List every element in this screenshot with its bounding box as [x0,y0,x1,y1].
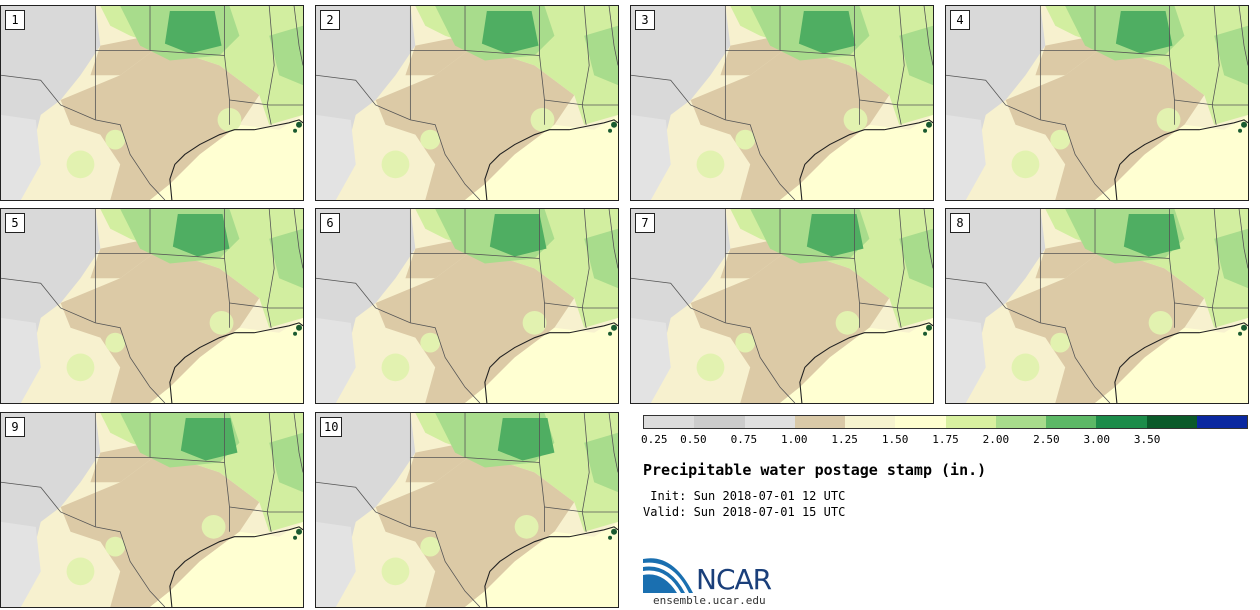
colorbar-tick-label: 2.00 [982,433,1010,446]
ensemble-member-panel: 8 [945,208,1249,404]
member-number: 6 [320,213,340,233]
member-number: 8 [950,213,970,233]
colorbar-segment [995,416,1046,428]
member-number: 7 [635,213,655,233]
colorbar-segment [945,416,996,428]
precipitable-water-map [1,6,303,200]
ensemble-member-panel: 9 [0,412,304,608]
precipitable-water-map [1,413,303,607]
logo-text: NCAR [696,563,772,596]
precipitable-water-map [631,209,933,403]
logo-url: ensemble.ucar.edu [653,594,766,607]
colorbar-tick-label: 1.25 [831,433,858,446]
colorbar-tick-label: 1.00 [781,433,808,446]
precipitable-water-map [946,209,1248,403]
member-number: 5 [5,213,25,233]
colorbar-tick-label: 2.50 [1033,433,1060,446]
colorbar-tick-label: 3.00 [1083,433,1111,446]
ensemble-member-panel: 4 [945,5,1249,201]
colorbar-tick-label: 1.50 [881,433,909,446]
colorbar-tick-label: 0.50 [680,433,707,446]
ensemble-member-panel: 2 [315,5,619,201]
precipitable-water-map [316,413,618,607]
colorbar-tick-label: 1.75 [932,433,959,446]
ensemble-member-panel: 6 [315,208,619,404]
colorbar-tick-label: 0.25 [641,433,668,446]
member-number: 3 [635,10,655,30]
ensemble-member-panel: 7 [630,208,934,404]
colorbar-segment [895,416,946,428]
colorbar-ticks: 0.25 0.50 0.75 1.00 1.25 1.50 1.75 2.00 2.50 3.00… [641,433,1248,447]
colorbar-segment [694,416,745,428]
ensemble-member-panel: 5 [0,208,304,404]
member-number: 2 [320,10,340,30]
init-time: Init: Sun 2018-07-01 12 UTC [643,489,846,503]
colorbar-segment [744,416,795,428]
precipitable-water-map [316,6,618,200]
ensemble-member-panel: 1 [0,5,304,201]
precipitable-water-map [1,209,303,403]
member-number: 4 [950,10,970,30]
member-number: 9 [5,417,25,437]
colorbar-segment [644,416,695,428]
member-number: 10 [320,417,343,437]
colorbar-segment [1046,416,1097,428]
ensemble-member-panel: 10 [315,412,619,608]
precipitable-water-map [631,6,933,200]
colorbar-tick-label: 0.75 [730,433,758,446]
precipitable-water-map [946,6,1248,200]
colorbar [643,415,1248,429]
colorbar-segment [1146,416,1197,428]
colorbar-segment [845,416,896,428]
colorbar-segment [1196,416,1247,428]
figure-title: Precipitable water postage stamp (in.) [643,461,987,479]
colorbar-segment [794,416,845,428]
colorbar-segment [1096,416,1147,428]
colorbar-tick-label: 3.50 [1133,433,1161,446]
ensemble-member-panel: 3 [630,5,934,201]
member-number: 1 [5,10,25,30]
valid-time: Valid: Sun 2018-07-01 15 UTC [643,505,846,519]
precipitable-water-map [316,209,618,403]
ncar-logo-icon [643,558,693,593]
